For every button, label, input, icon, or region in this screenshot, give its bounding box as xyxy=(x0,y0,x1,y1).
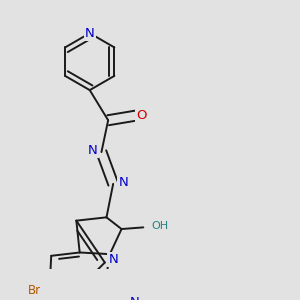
Text: Br: Br xyxy=(28,284,41,298)
Text: O: O xyxy=(136,109,147,122)
Text: N: N xyxy=(88,144,98,157)
Text: N: N xyxy=(130,296,140,300)
Text: N: N xyxy=(118,176,128,189)
Text: N: N xyxy=(108,253,118,266)
Text: N: N xyxy=(85,27,94,40)
Text: OH: OH xyxy=(152,221,169,231)
